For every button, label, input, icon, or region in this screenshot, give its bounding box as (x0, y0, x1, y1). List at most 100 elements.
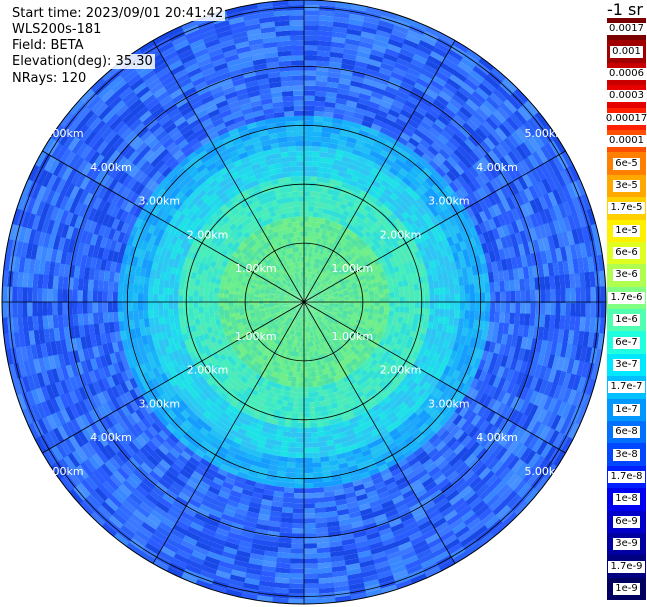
range-gate-cell (289, 166, 298, 172)
range-gate-cell (260, 287, 266, 292)
range-gate-cell (237, 124, 249, 133)
range-gate-cell (373, 481, 386, 491)
range-gate-cell (200, 475, 213, 486)
range-gate-cell (389, 306, 395, 312)
range-gate-cell (147, 223, 157, 235)
range-gate-cell (274, 111, 286, 119)
range-gate-cell (344, 320, 350, 326)
range-gate-cell (119, 349, 127, 362)
range-gate-cell (173, 281, 180, 289)
range-gate-cell (274, 188, 282, 196)
range-gate-cell (153, 340, 161, 351)
range-gate-cell (283, 421, 292, 428)
range-gate-cell (339, 472, 351, 480)
range-gate-cell (297, 407, 304, 413)
range-gate-cell (102, 301, 108, 313)
range-gate-cell (270, 335, 276, 342)
range-gate-cell (348, 360, 355, 368)
range-gate-cell (282, 287, 288, 292)
range-gate-cell (111, 373, 121, 386)
range-gate-cell (209, 166, 220, 176)
range-gate-cell (428, 433, 440, 445)
range-gate-cell (300, 236, 305, 242)
range-gate-cell (173, 219, 182, 230)
range-gate-cell (280, 281, 286, 287)
range-gate-cell (262, 236, 270, 243)
range-gate-cell (242, 139, 254, 147)
range-gate-cell (139, 266, 147, 277)
range-gate-cell (397, 214, 407, 224)
range-gate-cell (210, 440, 221, 451)
range-gate-cell (294, 320, 298, 326)
range-gate-cell (189, 277, 196, 285)
range-gate-cell (158, 286, 164, 295)
range-gate-cell (363, 288, 369, 293)
range-gate-cell (248, 126, 260, 135)
range-gate-cell (408, 284, 415, 292)
range-gate-cell (300, 316, 303, 323)
range-gate-cell (363, 352, 371, 360)
range-gate-cell (221, 322, 228, 329)
range-gate-cell (293, 278, 297, 284)
range-gate-cell (328, 459, 339, 467)
range-gate-cell (187, 264, 195, 273)
range-gate-cell (294, 462, 304, 469)
range-gate-cell (356, 251, 363, 258)
range-gate-cell (238, 291, 245, 296)
range-gate-cell (303, 467, 313, 474)
range-gate-cell (271, 268, 278, 274)
range-gate-cell (327, 454, 338, 462)
range-gate-cell (401, 219, 411, 229)
range-gate-cell (153, 285, 159, 295)
range-gate-cell (361, 168, 371, 177)
range-gate-cell (473, 235, 482, 247)
range-gate-cell (174, 341, 182, 351)
range-gate-cell (254, 146, 265, 154)
range-gate-cell (276, 312, 282, 316)
range-gate-cell (439, 294, 445, 303)
range-gate-cell (454, 309, 460, 319)
range-gate-cell (137, 394, 148, 407)
range-gate-cell (279, 306, 285, 309)
range-gate-cell (394, 292, 400, 298)
range-gate-cell (485, 241, 494, 254)
range-gate-cell (298, 196, 305, 202)
range-gate-cell (303, 432, 312, 438)
range-gate-cell (319, 456, 330, 463)
range-gate-cell (386, 278, 393, 285)
range-gate-cell (153, 357, 162, 368)
range-gate-cell (385, 481, 398, 491)
range-gate-cell (118, 281, 124, 293)
range-gate-cell (335, 201, 343, 209)
range-gate-cell (317, 365, 323, 371)
range-gate-cell (287, 141, 297, 147)
range-gate-cell (323, 335, 329, 342)
range-gate-cell (277, 357, 283, 364)
range-gate-cell (279, 446, 289, 453)
range-gate-cell (338, 431, 348, 439)
range-gate-cell (362, 328, 369, 335)
range-gate-cell (177, 212, 187, 223)
range-gate-cell (132, 301, 139, 311)
range-gate-cell (233, 241, 241, 249)
range-gate-cell (339, 348, 346, 356)
range-gate-cell (205, 467, 218, 477)
range-gate-cell (239, 422, 249, 431)
range-gate-cell (276, 198, 284, 205)
range-gate-cell (102, 290, 109, 302)
range-gate-cell (288, 317, 293, 323)
range-gate-cell (341, 285, 348, 290)
range-gate-cell (253, 360, 260, 368)
range-gate-cell (499, 280, 506, 293)
range-gate-cell (377, 313, 384, 320)
range-gate-cell (391, 201, 401, 210)
range-gate-cell (391, 336, 398, 344)
range-gate-cell (330, 402, 339, 410)
range-gate-cell (131, 355, 140, 367)
range-gate-cell (328, 305, 334, 309)
range-gate-cell (319, 299, 325, 302)
range-gate-cell (289, 161, 298, 167)
range-gate-cell (469, 388, 479, 401)
range-gate-cell (307, 277, 310, 283)
range-gate-cell (314, 196, 321, 203)
